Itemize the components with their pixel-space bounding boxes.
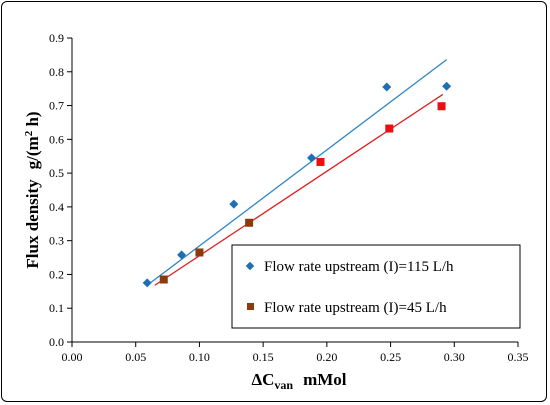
x-tick-label: 0.10 bbox=[189, 350, 210, 364]
y-axis-title: Flux densityg/(m2 h) bbox=[23, 111, 42, 268]
x-tick-label: 0.35 bbox=[508, 350, 529, 364]
data-point-series-1 bbox=[195, 248, 204, 257]
y-tick-label: 0.8 bbox=[49, 65, 64, 79]
trendline-series-0 bbox=[146, 59, 448, 286]
y-tick-label: 0.1 bbox=[49, 301, 64, 315]
x-tick-label: 0.05 bbox=[125, 350, 146, 364]
y-tick-label: 0.2 bbox=[49, 267, 64, 281]
y-tick-label: 0.6 bbox=[49, 132, 64, 146]
data-point-series-0 bbox=[142, 278, 152, 288]
legend-marker-45 bbox=[247, 303, 254, 310]
data-point-series-0 bbox=[177, 250, 187, 260]
data-point-series-1 bbox=[245, 218, 254, 227]
y-tick-label: 0.4 bbox=[49, 200, 64, 214]
data-point-series-0 bbox=[442, 81, 452, 91]
y-tick-label: 0.0 bbox=[49, 335, 64, 349]
legend-marker-115 bbox=[245, 261, 255, 271]
data-points bbox=[142, 81, 452, 288]
legend-label-115: Flow rate upstream (I)=115 L/h bbox=[264, 259, 454, 275]
y-tick-label: 0.9 bbox=[49, 31, 64, 45]
x-tick-label: 0.30 bbox=[444, 350, 465, 364]
data-point-series-1 bbox=[159, 275, 168, 284]
x-tick-label: 0.25 bbox=[380, 350, 401, 364]
legend-label-45: Flow rate upstream (I)=45 L/h bbox=[264, 300, 447, 316]
axes: 0.0 0.1 0.2 0.3 0.4 0.5 0.6 0.7 0.8 0.9 0.00 0.05 0.… bbox=[49, 31, 529, 364]
data-point-series-0 bbox=[382, 82, 392, 92]
data-point-series-0 bbox=[307, 153, 317, 163]
x-tick-label: 0.20 bbox=[316, 350, 337, 364]
data-point-series-1 bbox=[316, 157, 325, 166]
y-tick-label: 0.5 bbox=[49, 166, 64, 180]
y-tick-label: 0.3 bbox=[49, 234, 64, 248]
x-tick-label: 0.00 bbox=[62, 350, 83, 364]
data-point-series-1 bbox=[385, 124, 394, 133]
x-axis-title: ΔCvan mMol bbox=[251, 370, 346, 392]
x-tick-label: 0.15 bbox=[253, 350, 274, 364]
legend: Flow rate upstream (I)=115 L/h Flow rate… bbox=[231, 244, 521, 329]
data-point-series-1 bbox=[437, 102, 446, 111]
legend-box bbox=[231, 244, 521, 329]
data-point-series-0 bbox=[229, 199, 239, 209]
y-tick-label: 0.7 bbox=[49, 99, 64, 113]
